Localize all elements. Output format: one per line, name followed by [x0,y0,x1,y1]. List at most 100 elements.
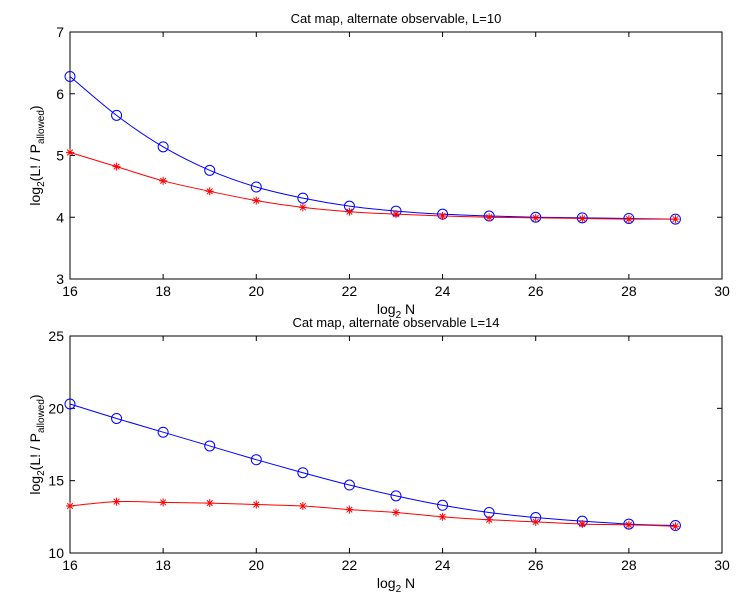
y-axis-label: log2(L! / Pallowed) [27,394,47,494]
y-axis-label-sub1: 2 [36,470,47,476]
data-point-circle [623,212,635,224]
x-axis-label-rest: N [401,575,415,591]
x-tick-label: 30 [714,557,730,573]
y-tick-label: 10 [48,545,64,561]
series-1 [64,398,681,532]
x-axis-label-sub: 2 [396,584,402,595]
asterisk-stroke [579,215,586,222]
y-axis-label-post: ) [27,105,43,110]
asterisk-stroke [253,501,260,508]
data-point-asterisk [671,522,680,531]
asterisk-stroke [439,513,446,520]
data-point-asterisk [252,196,261,205]
data-point-asterisk [159,498,168,507]
data-point-asterisk [66,501,74,510]
asterisk-stroke [672,523,679,530]
y-tick-label: 3 [56,271,64,287]
x-axis-label-base: log [377,301,396,317]
data-point-asterisk [671,215,680,224]
data-point-circle [204,440,216,452]
data-point-circle [250,454,262,466]
x-tick-label: 20 [248,283,264,299]
asterisk-stroke [113,498,120,505]
series-1 [64,70,681,225]
asterisk-stroke [206,188,213,195]
asterisk-stroke [66,149,74,156]
asterisk-stroke [392,211,400,218]
asterisk-stroke [346,208,353,215]
asterisk-stroke [485,516,493,523]
x-tick-label: 20 [248,557,264,573]
data-point-circle [204,164,216,176]
data-point-circle [669,520,681,532]
y-axis-label-mid: (L! / P [27,433,43,470]
asterisk-stroke [672,215,679,223]
series-line [69,76,676,220]
data-point-asterisk [531,213,540,222]
x-axis-label-base: log [377,575,396,591]
asterisk-stroke [625,215,633,223]
data-point-asterisk [298,501,307,510]
y-axis-label-sub2: allowed [36,399,47,433]
x-tick-label: 30 [714,283,730,299]
data-point-asterisk [345,207,354,216]
y-axis-label: log2(L! / Pallowed) [27,105,47,205]
x-tick-label: 18 [155,557,171,573]
data-point-asterisk [345,505,354,514]
data-point-circle [576,212,588,224]
y-tick-label: 6 [56,86,64,102]
asterisk-stroke [392,509,400,516]
asterisk-stroke [159,499,167,506]
x-axis-label-sub: 2 [396,310,402,321]
asterisk-stroke [532,214,539,222]
data-point-circle [157,141,169,153]
data-point-asterisk [112,162,121,171]
data-point-circle [64,70,76,82]
data-point-asterisk [392,508,400,517]
data-point-circle [530,211,542,223]
x-tick-label: 24 [435,283,451,299]
data-point-circle [157,426,169,438]
x-tick-label: 26 [528,557,544,573]
x-axis-label: log2 N [377,301,415,321]
series-line [69,403,676,527]
data-point-asterisk [159,176,168,185]
data-point-circle [390,490,402,502]
y-axis-label-pre: log [27,187,43,206]
asterisk-stroke [253,197,260,204]
x-tick-label: 24 [435,557,451,573]
data-point-asterisk [438,212,447,221]
y-tick-label: 4 [56,209,64,225]
x-tick-label: 22 [342,557,358,573]
data-point-asterisk [112,497,121,506]
data-point-asterisk [252,500,261,509]
y-tick-label: 7 [56,24,64,40]
data-point-circle [437,499,449,511]
asterisk-stroke [206,499,213,507]
x-tick-label: 18 [155,283,171,299]
data-point-asterisk [392,210,400,219]
x-axis-label: log2 N [377,575,415,595]
x-axis-label-rest: N [401,301,415,317]
asterisk-stroke [532,518,539,526]
series-2 [66,148,680,224]
data-point-asterisk [624,520,633,529]
chart-title: Cat map, alternate observable, L=10 [291,11,502,26]
data-point-circle [623,518,635,530]
x-tick-label: 28 [621,557,637,573]
data-point-asterisk [485,213,494,222]
data-point-asterisk [531,517,540,526]
data-point-asterisk [578,520,587,529]
x-tick-label: 28 [621,283,637,299]
y-axis-label-post: ) [27,394,43,399]
data-point-asterisk [298,203,307,212]
asterisk-stroke [159,177,167,184]
x-tick-label: 16 [62,283,78,299]
data-point-asterisk [438,512,447,521]
data-point-circle [297,467,309,479]
asterisk-stroke [439,212,446,220]
y-axis-label-sub2: allowed [36,110,47,144]
asterisk-stroke [113,163,120,170]
